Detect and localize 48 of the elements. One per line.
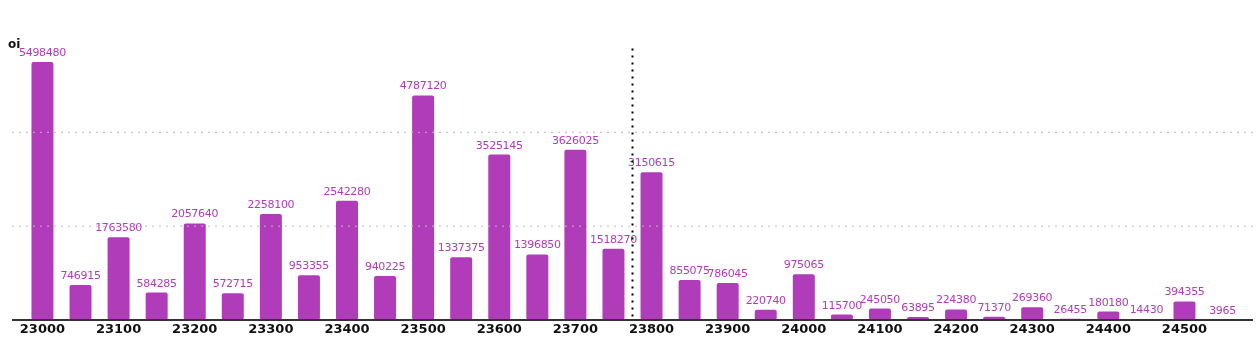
x-tick-label: 23600 xyxy=(476,321,522,336)
data-label: 3525145 xyxy=(475,138,524,152)
data-label: 26455 xyxy=(1053,302,1088,316)
x-tick-label: 23800 xyxy=(628,321,675,336)
data-label: 5498480 xyxy=(19,46,67,59)
data-label: 14430 xyxy=(1129,303,1164,317)
data-label: 855075 xyxy=(669,263,710,277)
x-tick-label: 23000 xyxy=(19,321,66,336)
data-label: 2258100 xyxy=(247,198,295,212)
data-label: 572715 xyxy=(212,277,254,291)
data-label: 953355 xyxy=(288,259,330,273)
data-label: 3965 xyxy=(1209,303,1237,317)
x-tick-label: 23700 xyxy=(552,321,599,336)
data-label: 746915 xyxy=(60,268,101,282)
x-tick-label: 24400 xyxy=(1085,321,1131,336)
data-label: 1763580 xyxy=(95,221,143,235)
x-tick-label: 24100 xyxy=(857,321,903,336)
data-label: 2057640 xyxy=(171,207,219,221)
data-label: 786045 xyxy=(707,267,749,281)
data-label: 269360 xyxy=(1012,291,1053,305)
data-label: 220740 xyxy=(745,293,787,307)
data-label: 3150615 xyxy=(628,156,676,170)
data-label: 584285 xyxy=(136,276,178,290)
data-label: 1518270 xyxy=(590,232,638,246)
x-tick-label: 23200 xyxy=(172,321,218,336)
data-label: 940225 xyxy=(364,259,406,273)
x-tick-label: 24500 xyxy=(1161,321,1208,336)
x-tick-label: 23300 xyxy=(248,321,294,336)
x-tick-label: 24300 xyxy=(1009,321,1055,336)
data-label: 394355 xyxy=(1164,285,1205,299)
data-label: 63895 xyxy=(901,301,936,314)
x-tick-label: 23500 xyxy=(400,321,446,336)
data-label: 2542280 xyxy=(323,184,371,198)
data-label: 224380 xyxy=(935,293,977,307)
x-tick-label: 23900 xyxy=(705,321,751,336)
data-label: 975065 xyxy=(783,258,825,272)
x-tick-label: 23400 xyxy=(324,321,370,336)
data-label: 1337375 xyxy=(437,241,485,255)
data-label: 180180 xyxy=(1088,295,1129,309)
x-tick-label: 23100 xyxy=(95,321,142,336)
data-label: 71370 xyxy=(977,300,1012,314)
data-label: 115700 xyxy=(821,298,863,312)
x-tick-label: 24000 xyxy=(781,321,827,336)
x-tick-label: 24200 xyxy=(933,321,979,336)
data-label: 4787120 xyxy=(399,79,447,93)
y-axis-title: oi xyxy=(8,37,21,51)
data-label: 1396850 xyxy=(513,238,562,252)
data-label: 3626025 xyxy=(551,133,600,147)
